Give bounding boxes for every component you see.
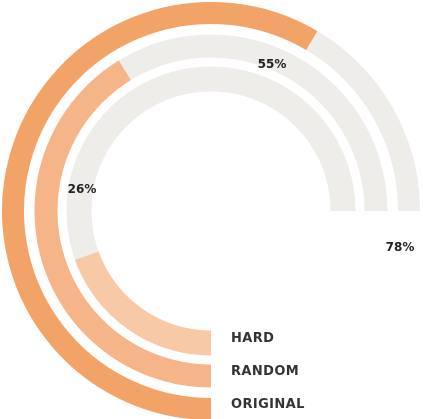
bar-hard: [75, 251, 212, 356]
value-label-random: 55%: [258, 57, 287, 71]
legend-label-original: ORIGINAL: [231, 397, 305, 412]
chart-legend: ORIGINAL RANDOM HARD: [231, 331, 305, 412]
legend-label-random: RANDOM: [231, 364, 299, 379]
value-label-hard: 26%: [68, 182, 97, 196]
bar-random: [34, 60, 212, 388]
value-label-original: 78%: [386, 240, 415, 254]
legend-label-hard: HARD: [231, 331, 274, 346]
chart-bars: [2, 2, 318, 419]
chart-value-labels: 78% 55% 26%: [68, 57, 415, 254]
bar-original: [2, 2, 318, 419]
